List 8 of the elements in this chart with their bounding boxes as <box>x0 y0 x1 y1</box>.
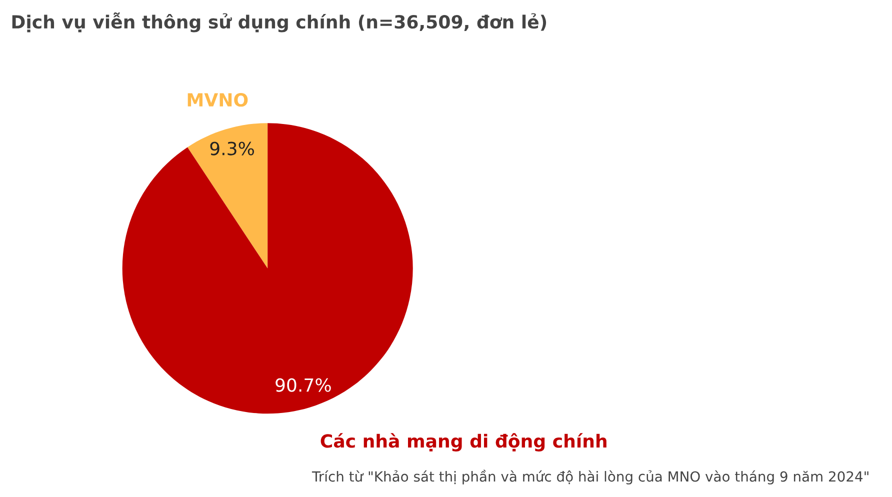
data-label: 9.3% <box>210 142 254 156</box>
text: Trích từ "Khảo sát thị phần và mức độ hài lòng của MNO vào tháng 9 năm 2024" <box>312 470 868 484</box>
data-label: 90.7% <box>276 378 331 392</box>
slice-label: Các nhà mạng di động chính <box>320 433 606 452</box>
chart-title: Dịch vụ viễn thông sử dụng chính (n=36,509, đơn lẻ) <box>12 12 546 32</box>
slice-label: MVNO <box>188 93 248 107</box>
pie-slice <box>122 123 413 414</box>
pie-slice <box>187 123 268 268</box>
